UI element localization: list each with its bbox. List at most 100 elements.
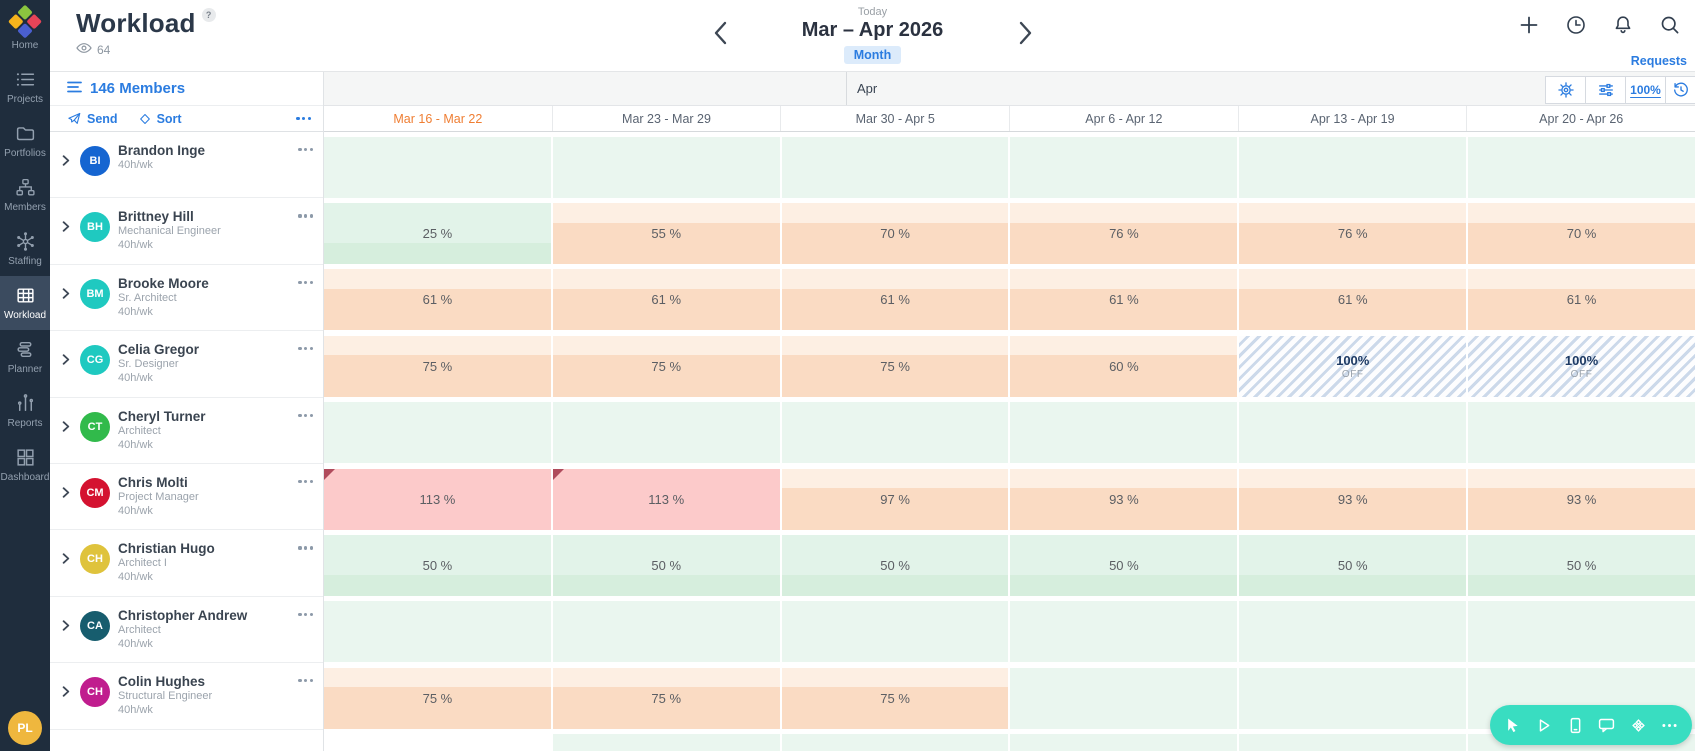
sidebar-item-dashboard[interactable]: Dashboard [0,438,50,492]
member-row[interactable]: CH Christian Hugo Architect I 40h/wk [50,530,323,597]
sidebar-item-workload[interactable]: Workload [0,276,50,330]
list-menu-icon[interactable] [67,80,82,98]
allocation-cell[interactable] [1468,402,1695,464]
allocation-cell[interactable]: 61 % [781,269,1011,331]
allocation-cell[interactable] [1239,136,1469,198]
view-mode-badge[interactable]: Month [843,46,902,64]
member-row[interactable] [50,729,323,751]
allocation-cell[interactable]: 113 % [552,468,782,530]
allocation-cell[interactable]: 61 % [1468,269,1695,331]
allocation-cell[interactable] [324,402,553,464]
member-row[interactable]: CG Celia Gregor Sr. Designer 40h/wk [50,331,323,398]
allocation-cell[interactable] [552,601,782,663]
sidebar-item-members[interactable]: Members [0,168,50,222]
allocation-cell[interactable] [781,402,1011,464]
zoom-level-button[interactable]: 100% [1626,77,1666,103]
allocation-cell[interactable]: 70 % [1468,202,1695,264]
allocation-cell[interactable]: 55 % [552,202,782,264]
allocation-cell[interactable]: 75 % [781,667,1011,729]
allocation-cell[interactable]: 76 % [1239,202,1469,264]
help-icon[interactable]: ? [201,8,216,22]
allocation-cell[interactable]: 93 % [1239,468,1469,530]
allocation-cell[interactable]: 100% OFF [1468,335,1695,397]
allocation-cell[interactable] [781,136,1011,198]
allocation-cell[interactable]: 61 % [1010,269,1240,331]
filters-icon[interactable] [1586,77,1626,103]
members-count[interactable]: 146 Members [90,80,186,97]
chat-icon[interactable] [1597,716,1616,735]
allocation-cell[interactable]: 76 % [1010,202,1240,264]
allocation-cell[interactable] [1468,601,1695,663]
expand-chevron-icon[interactable] [62,684,76,702]
member-row[interactable]: BH Brittney Hill Mechanical Engineer 40h/wk [50,198,323,265]
member-row[interactable]: CH Colin Hughes Structural Engineer 40h/wk [50,663,323,730]
allocation-cell[interactable]: 93 % [1468,468,1695,530]
allocation-cell[interactable]: 50 % [1239,534,1469,596]
member-more-button[interactable] [298,280,313,284]
expand-chevron-icon[interactable] [62,153,76,171]
sort-button[interactable]: Sort [138,112,182,126]
allocation-cell[interactable]: 61 % [552,269,782,331]
allocation-cell[interactable] [552,402,782,464]
sidebar-item-portfolios[interactable]: Portfolios [0,114,50,168]
allocation-cell[interactable] [1010,402,1240,464]
sidebar-item-reports[interactable]: Reports [0,384,50,438]
expand-chevron-icon[interactable] [62,219,76,237]
allocation-cell[interactable]: 97 % [781,468,1011,530]
shapes-icon[interactable] [1629,716,1648,735]
clock-icon[interactable] [1565,14,1587,41]
search-icon[interactable] [1659,14,1681,41]
panel-more-button[interactable] [296,117,311,121]
bell-icon[interactable] [1612,14,1634,41]
sidebar-item-staffing[interactable]: Staffing [0,222,50,276]
member-more-button[interactable] [298,413,313,417]
allocation-cell[interactable]: 50 % [781,534,1011,596]
requests-link[interactable]: Requests [1630,54,1687,68]
expand-chevron-icon[interactable] [62,419,76,437]
allocation-cell[interactable] [781,734,1011,751]
expand-chevron-icon[interactable] [62,352,76,370]
allocation-cell[interactable] [1010,136,1240,198]
allocation-cell[interactable]: 50 % [1010,534,1240,596]
allocation-cell[interactable]: 50 % [1468,534,1695,596]
allocation-cell[interactable] [1010,667,1240,729]
expand-chevron-icon[interactable] [62,551,76,569]
member-row[interactable]: CA Christopher Andrew Architect 40h/wk [50,596,323,664]
allocation-cell[interactable] [1239,402,1469,464]
allocation-cell[interactable]: 50 % [324,534,553,596]
allocation-cell[interactable] [1010,601,1240,663]
expand-chevron-icon[interactable] [62,485,76,503]
allocation-cell[interactable]: 50 % [552,534,782,596]
send-button[interactable]: Send [67,111,118,126]
allocation-cell[interactable]: 93 % [1010,468,1240,530]
allocation-cell[interactable]: 113 % [324,468,553,530]
gear-icon[interactable] [1546,77,1586,103]
plus-icon[interactable] [1518,14,1540,41]
member-more-button[interactable] [298,546,313,550]
allocation-cell[interactable]: 61 % [1239,269,1469,331]
allocation-cell[interactable]: 75 % [324,335,553,397]
member-more-button[interactable] [298,612,313,616]
next-arrow-icon[interactable] [1014,15,1036,56]
play-icon[interactable] [1534,716,1553,735]
allocation-cell[interactable]: 25 % [324,202,553,264]
allocation-cell[interactable] [1239,734,1469,751]
allocation-cell[interactable]: 75 % [552,667,782,729]
sidebar-item-planner[interactable]: Planner [0,330,50,384]
member-row[interactable]: BM Brooke Moore Sr. Architect 40h/wk [50,264,323,332]
member-more-button[interactable] [298,679,313,683]
allocation-cell[interactable]: 75 % [781,335,1011,397]
cursor-icon[interactable] [1503,716,1522,735]
allocation-cell[interactable]: 61 % [324,269,553,331]
sidebar-item-home[interactable]: Home [0,0,50,60]
history-icon[interactable] [1666,77,1695,103]
member-more-button[interactable] [298,148,313,152]
allocation-cell[interactable]: 100% OFF [1239,335,1469,397]
user-avatar[interactable]: PL [8,711,42,745]
member-more-button[interactable] [298,479,313,484]
allocation-cell[interactable] [1010,734,1240,751]
member-row[interactable]: CT Cheryl Turner Architect 40h/wk [50,397,323,464]
allocation-cell[interactable] [324,136,553,198]
member-more-button[interactable] [298,347,313,351]
allocation-cell[interactable] [552,734,782,751]
